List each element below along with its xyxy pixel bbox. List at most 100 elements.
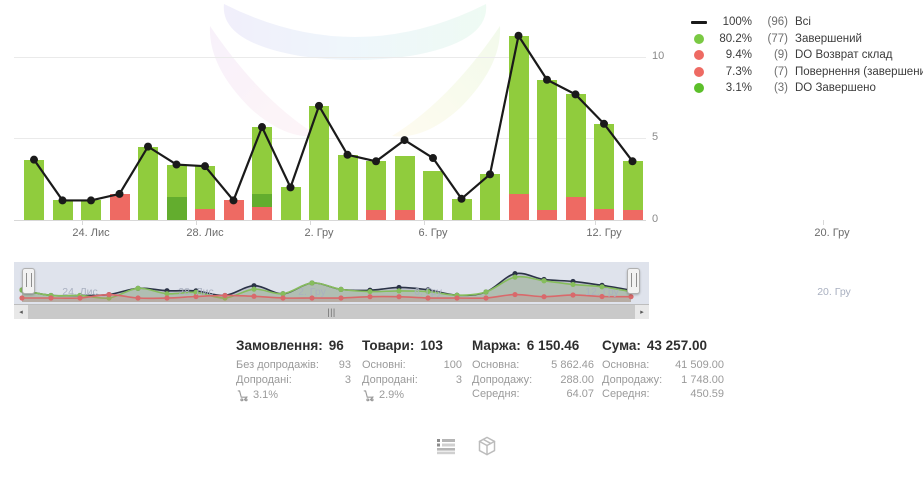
total-line-point[interactable]	[514, 31, 523, 40]
legend-line-icon	[691, 21, 707, 24]
bar-column[interactable]	[166, 8, 187, 220]
orders-bar-chart: 0 5 10 24. Лис 28. Лис 2. Гру 6. Гру 12. Гру 20…	[0, 0, 850, 250]
total-line-point[interactable]	[87, 196, 95, 205]
legend-item[interactable]: 7.3% (7) Повернення (завершений)	[688, 64, 923, 81]
bar-column[interactable]	[594, 8, 614, 220]
bar-column[interactable]	[223, 8, 244, 220]
bar-column[interactable]	[252, 8, 272, 220]
x-axis-tick	[595, 220, 596, 225]
bar-column[interactable]	[537, 8, 557, 220]
legend-label: DO Завершено	[795, 82, 876, 95]
bar-column[interactable]	[622, 8, 643, 220]
stat-percent-row: 2.9%	[362, 388, 462, 403]
stat-row: Середня: 450.59	[602, 387, 724, 402]
total-line-point[interactable]	[429, 154, 437, 163]
bar-column[interactable]	[24, 8, 44, 220]
chart-navigator[interactable]: 24. Лис 28. Лис 2. Гру 6. Гру 12. Гру 20. Гру	[14, 262, 851, 304]
handle-grip	[630, 273, 637, 287]
total-line-point[interactable]	[372, 157, 380, 166]
y-axis-tick-label: 5	[652, 131, 659, 144]
bar-segment-returns	[394, 210, 415, 220]
total-line-point[interactable]	[115, 189, 124, 198]
total-line-point[interactable]	[144, 142, 152, 151]
total-line-point[interactable]	[628, 157, 637, 166]
bar-column[interactable]	[337, 8, 358, 220]
navigator-series-completed	[21, 275, 632, 300]
legend-symbol	[688, 50, 710, 61]
total-line-point[interactable]	[343, 150, 352, 159]
stat-heading-value: 6 150.46	[526, 338, 580, 353]
total-line-point[interactable]	[600, 119, 608, 128]
x-axis-tick	[823, 220, 824, 225]
bar-column[interactable]	[451, 8, 472, 220]
navigator-handle-right[interactable]	[627, 268, 640, 294]
navigator-series-completed-point	[541, 278, 547, 284]
bar-column[interactable]	[366, 8, 386, 220]
bar-segment-returns	[252, 206, 272, 220]
total-line-point[interactable]	[258, 123, 266, 132]
total-line-point[interactable]	[457, 194, 466, 203]
total-line-point[interactable]	[172, 160, 181, 169]
bar-column[interactable]	[508, 8, 529, 220]
navigator-scrollbar[interactable]: ◂ ||| ▸	[14, 304, 649, 319]
bar-column[interactable]	[309, 8, 329, 220]
legend-count: (3)	[773, 82, 788, 95]
stat-heading-label: Маржа:	[472, 338, 521, 353]
legend-percent: 7.3%	[725, 65, 752, 78]
navigator-series-completed-point	[483, 289, 489, 295]
total-line-point[interactable]	[286, 183, 295, 192]
total-line-point[interactable]	[315, 101, 323, 110]
legend-count: (96)	[767, 16, 788, 29]
navigator-series-returns-point	[570, 292, 576, 298]
stat-row-label: Допродажу:	[602, 373, 663, 386]
total-line-point[interactable]	[400, 136, 409, 145]
bar-column[interactable]	[423, 8, 443, 220]
x-axis-tick	[82, 220, 83, 225]
bar-segment-completed	[24, 159, 44, 220]
legend-count: (7)	[773, 65, 788, 78]
bar-column[interactable]	[480, 8, 500, 220]
list-view-icon[interactable]	[436, 437, 456, 460]
bar-column[interactable]	[565, 8, 586, 220]
bar-column[interactable]	[81, 8, 101, 220]
stat-row-label: Основна:	[602, 359, 650, 371]
scrollbar-thumb[interactable]: |||	[28, 305, 635, 319]
scrollbar-left-arrow[interactable]: ◂	[14, 305, 28, 319]
total-line-point[interactable]	[229, 196, 238, 205]
legend-symbol	[688, 33, 710, 44]
total-line-point[interactable]	[543, 75, 551, 84]
legend-count: (9)	[773, 49, 788, 62]
x-axis-tick-label: 12. Гру	[586, 227, 622, 239]
bar-column[interactable]	[52, 8, 73, 220]
stat-row-value: 450.59	[690, 388, 724, 400]
bar-column[interactable]	[138, 8, 158, 220]
navigator-handle-left[interactable]	[22, 268, 35, 294]
total-line-point[interactable]	[201, 162, 209, 171]
stat-row-label: Без допродажів:	[236, 359, 319, 371]
bar-column[interactable]	[109, 8, 130, 220]
navigator-series-completed-point	[367, 288, 373, 295]
package-cube-icon[interactable]	[476, 435, 498, 462]
bar-column[interactable]	[280, 8, 301, 220]
legend-item[interactable]: 100% (96) Всі	[688, 14, 920, 31]
total-line-point[interactable]	[58, 196, 67, 205]
stat-row-label: Допродані:	[236, 373, 292, 386]
legend-item[interactable]: 80.2% (77) Завершений	[688, 31, 920, 48]
navigator-series-returns-point	[454, 295, 460, 301]
bar-column[interactable]	[394, 8, 415, 220]
stat-heading: Маржа: 6 150.46	[472, 338, 594, 353]
total-line-point[interactable]	[30, 155, 38, 164]
total-line-point[interactable]	[486, 170, 494, 179]
scrollbar-right-arrow[interactable]: ▸	[635, 305, 649, 319]
navigator-series-completed-area	[22, 276, 631, 302]
legend-percent: 3.1%	[725, 82, 752, 95]
total-line-point[interactable]	[571, 90, 580, 99]
bar-segment-completed	[195, 166, 215, 209]
legend-item[interactable]: 9.4% (9) DO Возврат склад	[688, 47, 920, 64]
bar-segment-returns	[195, 208, 215, 220]
stat-row-value: 93	[338, 359, 351, 371]
navigator-series-returns-point	[338, 295, 344, 301]
stat-row-label: Допродані:	[362, 373, 418, 386]
bar-column[interactable]	[195, 8, 215, 220]
legend-item[interactable]: 3.1% (3) DO Завершено	[688, 80, 920, 97]
